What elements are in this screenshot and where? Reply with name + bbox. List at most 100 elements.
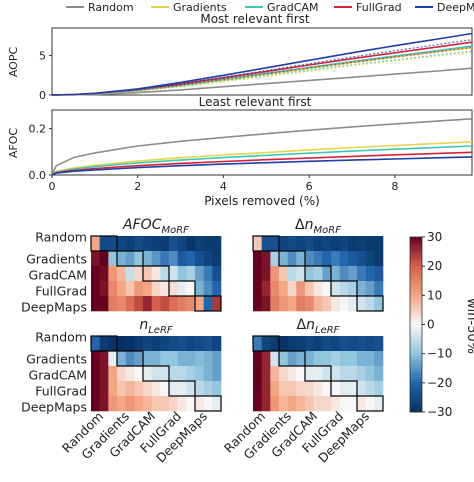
heatmap-cell (177, 236, 187, 252)
heatmap-cell (287, 296, 297, 312)
heatmap-cell (357, 281, 366, 297)
colorbar-segment (410, 237, 422, 241)
heatmap-cell (160, 366, 170, 382)
heatmap-cell (195, 236, 204, 252)
colorbar: win-50% 30 20 10 0 −10 −20 −30 (409, 230, 474, 419)
heatmap-cell (348, 281, 358, 297)
heatmap-cell (203, 381, 213, 397)
heatmap-cell (143, 266, 152, 282)
heatmap-cell (186, 381, 196, 397)
legend-label: DeepMaps (437, 1, 474, 14)
heatmap-grid: AFOCMoRFRandomGradientsGradCAMFullGradDe… (21, 217, 384, 466)
colorbar-segment (410, 339, 422, 343)
heatmap-cell (160, 266, 170, 282)
heatmap-diagonal-box (278, 350, 306, 367)
heatmap-cell (143, 336, 152, 352)
heatmap-cell (331, 236, 340, 252)
heatmap-cell (195, 296, 204, 312)
heatmap-cell (287, 266, 297, 282)
colorbar-segment (410, 371, 422, 375)
aopc-ylabel: AOPC (7, 47, 20, 78)
colorbar-segment (410, 318, 422, 322)
heatmap-cell (91, 281, 100, 297)
heatmap-cell (91, 251, 100, 267)
heatmap-cell (108, 396, 118, 412)
heatmap-cell (151, 381, 161, 397)
heatmap-cell (261, 396, 271, 412)
heatmap-cell (169, 236, 178, 252)
heatmap-cell (108, 236, 118, 252)
heatmap-cell (203, 296, 213, 312)
heatmap-cell (99, 281, 109, 297)
colorbar-segment (410, 289, 422, 293)
heatmap-cell (348, 336, 358, 352)
heatmap-cell (151, 396, 161, 412)
heatmap-cell (331, 396, 340, 412)
heatmap-cell (134, 236, 144, 252)
heatmap-cell (339, 336, 349, 352)
heatmap-cell (125, 336, 135, 352)
heatmap-cell (296, 236, 306, 252)
heatmap-cell (348, 251, 358, 267)
heatmap-cell (117, 251, 126, 267)
heatmap-cell (365, 251, 375, 267)
colorbar-segment (410, 286, 422, 290)
heatmap-cell (348, 296, 358, 312)
heatmap-cell (125, 281, 135, 297)
heatmap-cell (365, 366, 375, 382)
heatmap-cell (195, 336, 204, 352)
heatmap-cell (253, 281, 262, 297)
heatmap-cell (365, 336, 375, 352)
heatmap-cell (279, 236, 288, 252)
colorbar-segment (410, 263, 422, 267)
series-line-fullgrad (51, 151, 473, 176)
heatmap-cell (313, 251, 323, 267)
heatmap-cell (331, 351, 340, 367)
heatmap-cell (195, 281, 204, 297)
heatmap-cell (160, 236, 170, 252)
heatmap-cell (270, 336, 280, 352)
colorbar-segment (410, 315, 422, 320)
heatmap-cell (125, 296, 135, 312)
heatmap-cell (296, 396, 306, 412)
heatmap-row-label: Random (35, 230, 87, 245)
colorbar-segment (410, 260, 422, 264)
heatmap-cell (186, 266, 196, 282)
heatmap-diagonal-box (252, 235, 280, 252)
heatmap-cell (357, 336, 366, 352)
heatmap-cell (134, 296, 144, 312)
heatmap-cell (125, 266, 135, 282)
heatmap-title-main: n (306, 317, 315, 333)
colorbar-segment (410, 254, 422, 258)
heatmap-diagonal-box (168, 280, 196, 297)
heatmap-cell (91, 381, 100, 397)
heatmap-cell (177, 266, 187, 282)
heatmap-cell (125, 381, 135, 397)
heatmap-cell (339, 266, 349, 282)
heatmap-title-sub: MoRF (161, 225, 189, 236)
heatmap-cell (99, 251, 109, 267)
heatmap-cell (203, 266, 213, 282)
colorbar-segment (410, 245, 422, 250)
series-lower-bound-line (51, 51, 473, 96)
heatmap-cell (331, 251, 340, 267)
heatmap-cell (357, 381, 366, 397)
heatmap-cell (253, 351, 262, 367)
heatmap-cell (374, 251, 384, 267)
heatmap-cell (313, 266, 323, 282)
heatmap-cell (261, 296, 271, 312)
heatmap-title: nLeRF (139, 317, 173, 336)
colorbar-segment (410, 327, 422, 331)
heatmap-cell (91, 236, 100, 252)
heatmap-cell (212, 396, 222, 412)
series-line-deepmaps (51, 32, 473, 96)
heatmap-cell (203, 396, 213, 412)
heatmap-cell (117, 366, 126, 382)
heatmap-cell (365, 236, 375, 252)
colorbar-segment (410, 269, 422, 273)
heatmap-cell (91, 396, 100, 412)
heatmap-cell (177, 281, 187, 297)
heatmap-cell (296, 296, 306, 312)
heatmap-cell (270, 281, 280, 297)
heatmap-row-label: GradCAM (29, 268, 87, 283)
